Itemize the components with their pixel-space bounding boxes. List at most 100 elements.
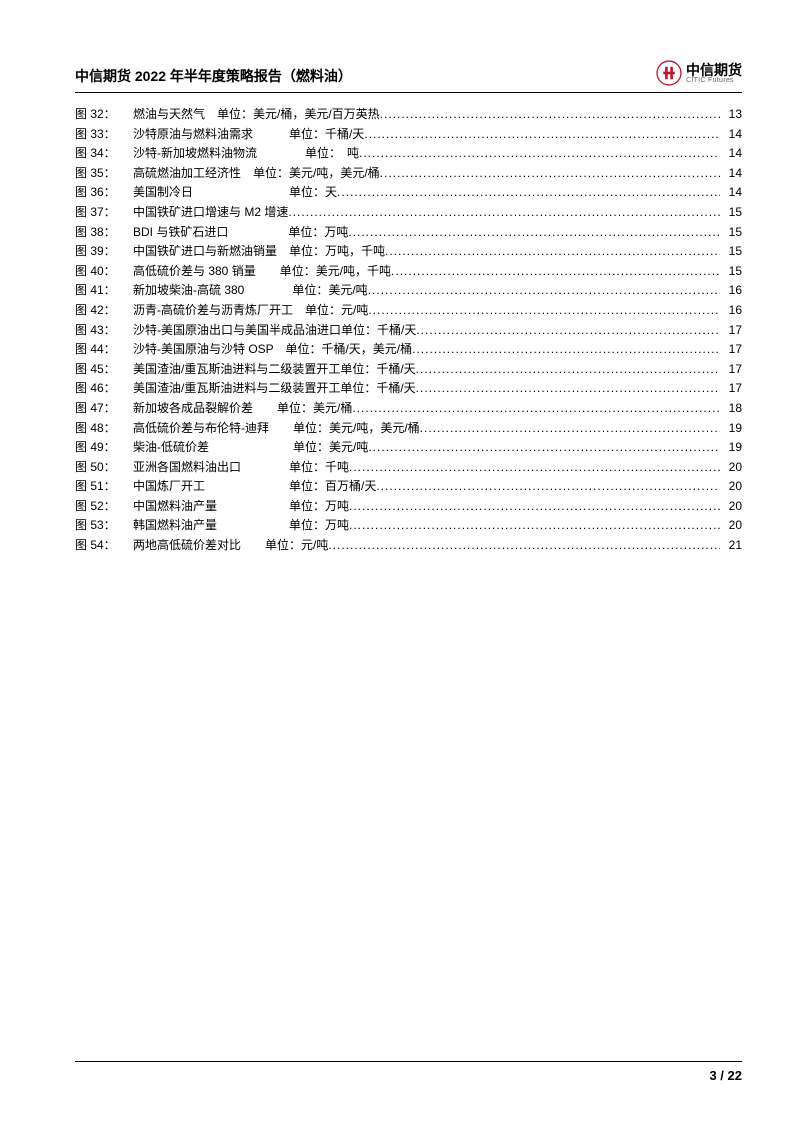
toc-description: 韩国燃料油产量 单位：万吨 <box>133 516 349 535</box>
logo-chinese: 中信期货 <box>686 63 742 77</box>
toc-leader-dots: ........................................… <box>380 105 720 124</box>
toc-row: 图 52：中国燃料油产量 单位：万吨......................… <box>75 497 742 516</box>
toc-row: 图 42：沥青-高硫价差与沥青炼厂开工 单位：元/吨..............… <box>75 301 742 320</box>
toc-label: 图 35： <box>75 164 133 183</box>
toc-page-number: 15 <box>720 203 742 222</box>
toc-label: 图 42： <box>75 301 133 320</box>
page-number-current: 3 <box>709 1068 716 1083</box>
toc-row: 图 39：中国铁矿进口与新燃油销量 单位：万吨，千吨..............… <box>75 242 742 261</box>
toc-label: 图 34： <box>75 144 133 163</box>
toc-page-number: 20 <box>720 477 742 496</box>
toc-leader-dots: ........................................… <box>380 164 720 183</box>
logo-english: CITIC Futures <box>686 77 742 84</box>
toc-description: 高低硫价差与布伦特-迪拜 单位：美元/吨，美元/桶 <box>133 419 420 438</box>
page-header: 中信期货 2022 年半年度策略报告（燃料油） 中信期货 CITIC Futur… <box>75 60 742 93</box>
toc-page-number: 19 <box>720 438 742 457</box>
toc-description: 美国渣油/重瓦斯油进料与二级装置开工单位：千桶/天 <box>133 360 416 379</box>
toc-label: 图 48： <box>75 419 133 438</box>
toc-leader-dots: ........................................… <box>391 262 720 281</box>
toc-row: 图 37：中国铁矿进口增速与 M2 增速....................… <box>75 203 742 222</box>
toc-description: 沙特-新加坡燃料油物流 单位： 吨 <box>133 144 359 163</box>
toc-row: 图 45：美国渣油/重瓦斯油进料与二级装置开工单位：千桶/天..........… <box>75 360 742 379</box>
header-title: 中信期货 2022 年半年度策略报告（燃料油） <box>75 66 352 86</box>
toc-page-number: 14 <box>720 164 742 183</box>
toc-label: 图 40： <box>75 262 133 281</box>
toc-row: 图 38：BDI 与铁矿石进口 单位：万吨...................… <box>75 223 742 242</box>
toc-description: BDI 与铁矿石进口 单位：万吨 <box>133 223 348 242</box>
toc-leader-dots: ........................................… <box>288 203 720 222</box>
toc-page-number: 19 <box>720 419 742 438</box>
toc-page-number: 20 <box>720 497 742 516</box>
toc-label: 图 54： <box>75 536 133 555</box>
toc-description: 燃油与天然气 单位：美元/桶，美元/百万英热 <box>133 105 380 124</box>
toc-description: 美国制冷日 单位：天 <box>133 183 337 202</box>
toc-label: 图 36： <box>75 183 133 202</box>
toc-label: 图 47： <box>75 399 133 418</box>
table-of-contents: 图 32：燃油与天然气 单位：美元/桶，美元/百万英热.............… <box>75 105 742 555</box>
toc-page-number: 14 <box>720 144 742 163</box>
toc-label: 图 33： <box>75 125 133 144</box>
toc-leader-dots: ........................................… <box>385 242 720 261</box>
toc-label: 图 45： <box>75 360 133 379</box>
toc-page-number: 18 <box>720 399 742 418</box>
toc-label: 图 53： <box>75 516 133 535</box>
toc-page-number: 15 <box>720 242 742 261</box>
toc-leader-dots: ........................................… <box>352 399 720 418</box>
toc-page-number: 14 <box>720 125 742 144</box>
toc-page-number: 17 <box>720 340 742 359</box>
toc-leader-dots: ........................................… <box>368 438 720 457</box>
toc-page-number: 15 <box>720 262 742 281</box>
toc-page-number: 21 <box>720 536 742 555</box>
toc-description: 中国燃料油产量 单位：万吨 <box>133 497 349 516</box>
logo-text: 中信期货 CITIC Futures <box>686 63 742 84</box>
toc-label: 图 46： <box>75 379 133 398</box>
toc-label: 图 43： <box>75 321 133 340</box>
toc-label: 图 50： <box>75 458 133 477</box>
toc-page-number: 17 <box>720 321 742 340</box>
toc-label: 图 52： <box>75 497 133 516</box>
toc-description: 两地高低硫价差对比 单位：元/吨 <box>133 536 328 555</box>
toc-description: 高硫燃油加工经济性 单位：美元/吨，美元/桶 <box>133 164 380 183</box>
toc-description: 沙特-美国原油出口与美国半成品油进口单位：千桶/天 <box>133 321 416 340</box>
toc-page-number: 15 <box>720 223 742 242</box>
toc-page-number: 17 <box>720 379 742 398</box>
toc-row: 图 43：沙特-美国原油出口与美国半成品油进口单位：千桶/天..........… <box>75 321 742 340</box>
toc-label: 图 44： <box>75 340 133 359</box>
toc-description: 高低硫价差与 380 销量 单位：美元/吨，千吨 <box>133 262 391 281</box>
toc-leader-dots: ........................................… <box>368 281 720 300</box>
toc-leader-dots: ........................................… <box>349 497 720 516</box>
toc-description: 沥青-高硫价差与沥青炼厂开工 单位：元/吨 <box>133 301 368 320</box>
toc-leader-dots: ........................................… <box>359 144 720 163</box>
toc-row: 图 41：新加坡柴油-高硫 380 单位：美元/吨...............… <box>75 281 742 300</box>
toc-row: 图 50：亚洲各国燃料油出口 单位：千吨....................… <box>75 458 742 477</box>
page-footer: 3 / 22 <box>75 1061 742 1083</box>
toc-leader-dots: ........................................… <box>349 516 720 535</box>
toc-page-number: 17 <box>720 360 742 379</box>
toc-page-number: 16 <box>720 281 742 300</box>
page-number-total: 22 <box>728 1068 742 1083</box>
toc-row: 图 44：沙特-美国原油与沙特 OSP 单位：千桶/天，美元/桶........… <box>75 340 742 359</box>
toc-row: 图 33：沙特原油与燃料油需求 单位：千桶/天.................… <box>75 125 742 144</box>
toc-label: 图 51： <box>75 477 133 496</box>
toc-leader-dots: ........................................… <box>416 321 720 340</box>
toc-row: 图 49：柴油-低硫价差 单位：美元/吨....................… <box>75 438 742 457</box>
toc-label: 图 38： <box>75 223 133 242</box>
toc-page-number: 14 <box>720 183 742 202</box>
toc-row: 图 54：两地高低硫价差对比 单位：元/吨...................… <box>75 536 742 555</box>
toc-row: 图 36：美国制冷日 单位：天.........................… <box>75 183 742 202</box>
toc-label: 图 39： <box>75 242 133 261</box>
toc-description: 新加坡柴油-高硫 380 单位：美元/吨 <box>133 281 368 300</box>
company-logo: 中信期货 CITIC Futures <box>656 60 742 86</box>
toc-row: 图 53：韩国燃料油产量 单位：万吨......................… <box>75 516 742 535</box>
toc-row: 图 47：新加坡各成品裂解价差 单位：美元/桶.................… <box>75 399 742 418</box>
toc-label: 图 49： <box>75 438 133 457</box>
toc-description: 亚洲各国燃料油出口 单位：千吨 <box>133 458 349 477</box>
toc-leader-dots: ........................................… <box>368 301 720 320</box>
toc-leader-dots: ........................................… <box>420 419 720 438</box>
toc-description: 中国铁矿进口与新燃油销量 单位：万吨，千吨 <box>133 242 385 261</box>
toc-row: 图 46：美国渣油/重瓦斯油进料与二级装置开工单位：千桶/天..........… <box>75 379 742 398</box>
toc-label: 图 37： <box>75 203 133 222</box>
toc-row: 图 34：沙特-新加坡燃料油物流 单位： 吨..................… <box>75 144 742 163</box>
toc-row: 图 40：高低硫价差与 380 销量 单位：美元/吨，千吨...........… <box>75 262 742 281</box>
toc-page-number: 20 <box>720 516 742 535</box>
